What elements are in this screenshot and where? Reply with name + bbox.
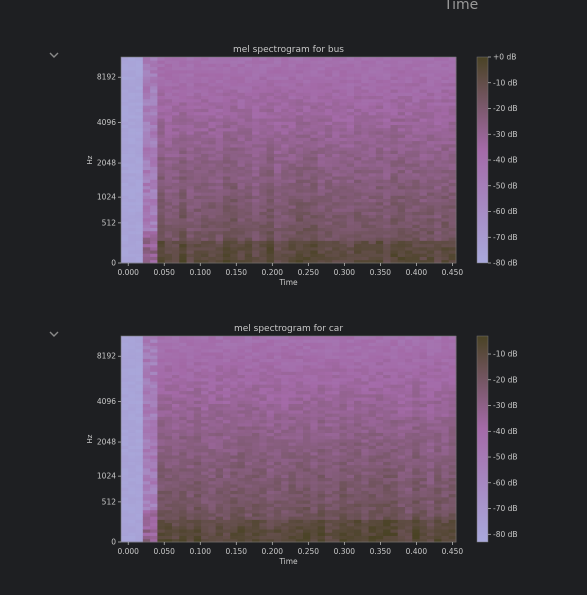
colorbar-tick-label: -80 dB <box>493 530 518 539</box>
axis-label-time-cropped: Time <box>444 0 479 13</box>
colorbar <box>476 335 489 543</box>
colorbar-tick-label: -60 dB <box>493 207 518 216</box>
colorbar-tick-label: -10 dB <box>493 350 518 359</box>
y-tick-label: 512 <box>102 218 117 227</box>
x-axis-label: Time <box>278 278 298 287</box>
spectrogram-heatmap <box>121 57 457 264</box>
chevron-down-icon[interactable] <box>48 329 60 339</box>
colorbar-tick-label: -50 dB <box>493 453 518 462</box>
colorbar-tick-label: -20 dB <box>493 375 518 384</box>
y-tick-label: 512 <box>102 497 117 506</box>
x-tick-label: 0.200 <box>262 268 284 277</box>
colorbar-tick-label: +0 dB <box>493 53 516 62</box>
colorbar-tick-label: -60 dB <box>493 478 518 487</box>
colorbar-tick-label: -70 dB <box>493 504 518 513</box>
colorbar-tick-label: -30 dB <box>493 130 518 139</box>
y-tick-label: 8192 <box>97 352 116 361</box>
plot-frame <box>120 56 457 264</box>
x-tick-label: 0.050 <box>153 268 175 277</box>
y-axis-label: Hz <box>86 434 94 443</box>
x-tick-label: 0.000 <box>117 547 139 556</box>
spectrogram-figure-car: mel spectrogram for car 0.000 0.050 0.100 0.… <box>86 324 518 566</box>
y-tick-label: 2048 <box>97 159 116 168</box>
colorbar-tick-label: -50 dB <box>493 181 518 190</box>
x-tick-label: 0.400 <box>406 547 428 556</box>
x-axis-label: Time <box>278 557 298 566</box>
chart-title: mel spectrogram for car <box>234 324 343 334</box>
x-tick-label: 0.450 <box>442 547 464 556</box>
x-tick-label: 0.300 <box>334 268 356 277</box>
chevron-down-icon[interactable] <box>48 50 60 60</box>
x-tick-label: 0.250 <box>298 547 320 556</box>
colorbar-tick-label: -30 dB <box>493 401 518 410</box>
y-tick-label: 4096 <box>97 397 116 406</box>
x-tick-label: 0.250 <box>298 268 320 277</box>
y-tick-label: 0 <box>111 259 116 268</box>
y-tick-label: 1024 <box>97 472 116 481</box>
y-tick-label: 8192 <box>97 73 116 82</box>
spectrogram-heatmap <box>121 336 457 543</box>
x-tick-label: 0.400 <box>406 268 428 277</box>
spectrogram-figure-bus: mel spectrogram for bus 0.000 0.050 0.100 0.… <box>86 45 518 287</box>
y-axis-label: Hz <box>86 155 94 164</box>
colorbar-tick-label: -10 dB <box>493 78 518 87</box>
colorbar-tick-label: -80 dB <box>493 259 518 268</box>
x-tick-label: 0.000 <box>117 268 139 277</box>
y-tick-label: 2048 <box>97 438 116 447</box>
colorbar-tick-label: -40 dB <box>493 427 518 436</box>
x-tick-label: 0.350 <box>370 268 392 277</box>
x-tick-label: 0.050 <box>153 547 175 556</box>
colorbar-tick-label: -70 dB <box>493 233 518 242</box>
x-tick-label: 0.100 <box>190 547 212 556</box>
x-tick-label: 0.450 <box>442 268 464 277</box>
x-tick-label: 0.150 <box>226 268 248 277</box>
x-tick-label: 0.350 <box>370 547 392 556</box>
x-tick-label: 0.200 <box>262 547 284 556</box>
y-tick-label: 1024 <box>97 193 116 202</box>
colorbar-tick-label: -20 dB <box>493 104 518 113</box>
x-tick-label: 0.150 <box>226 547 248 556</box>
plot-frame <box>120 335 457 543</box>
y-tick-label: 0 <box>111 538 116 547</box>
y-tick-label: 4096 <box>97 118 116 127</box>
x-tick-label: 0.100 <box>190 268 212 277</box>
x-tick-label: 0.300 <box>334 547 356 556</box>
colorbar <box>476 56 489 264</box>
colorbar-tick-label: -40 dB <box>493 156 518 165</box>
chart-title: mel spectrogram for bus <box>233 45 344 55</box>
